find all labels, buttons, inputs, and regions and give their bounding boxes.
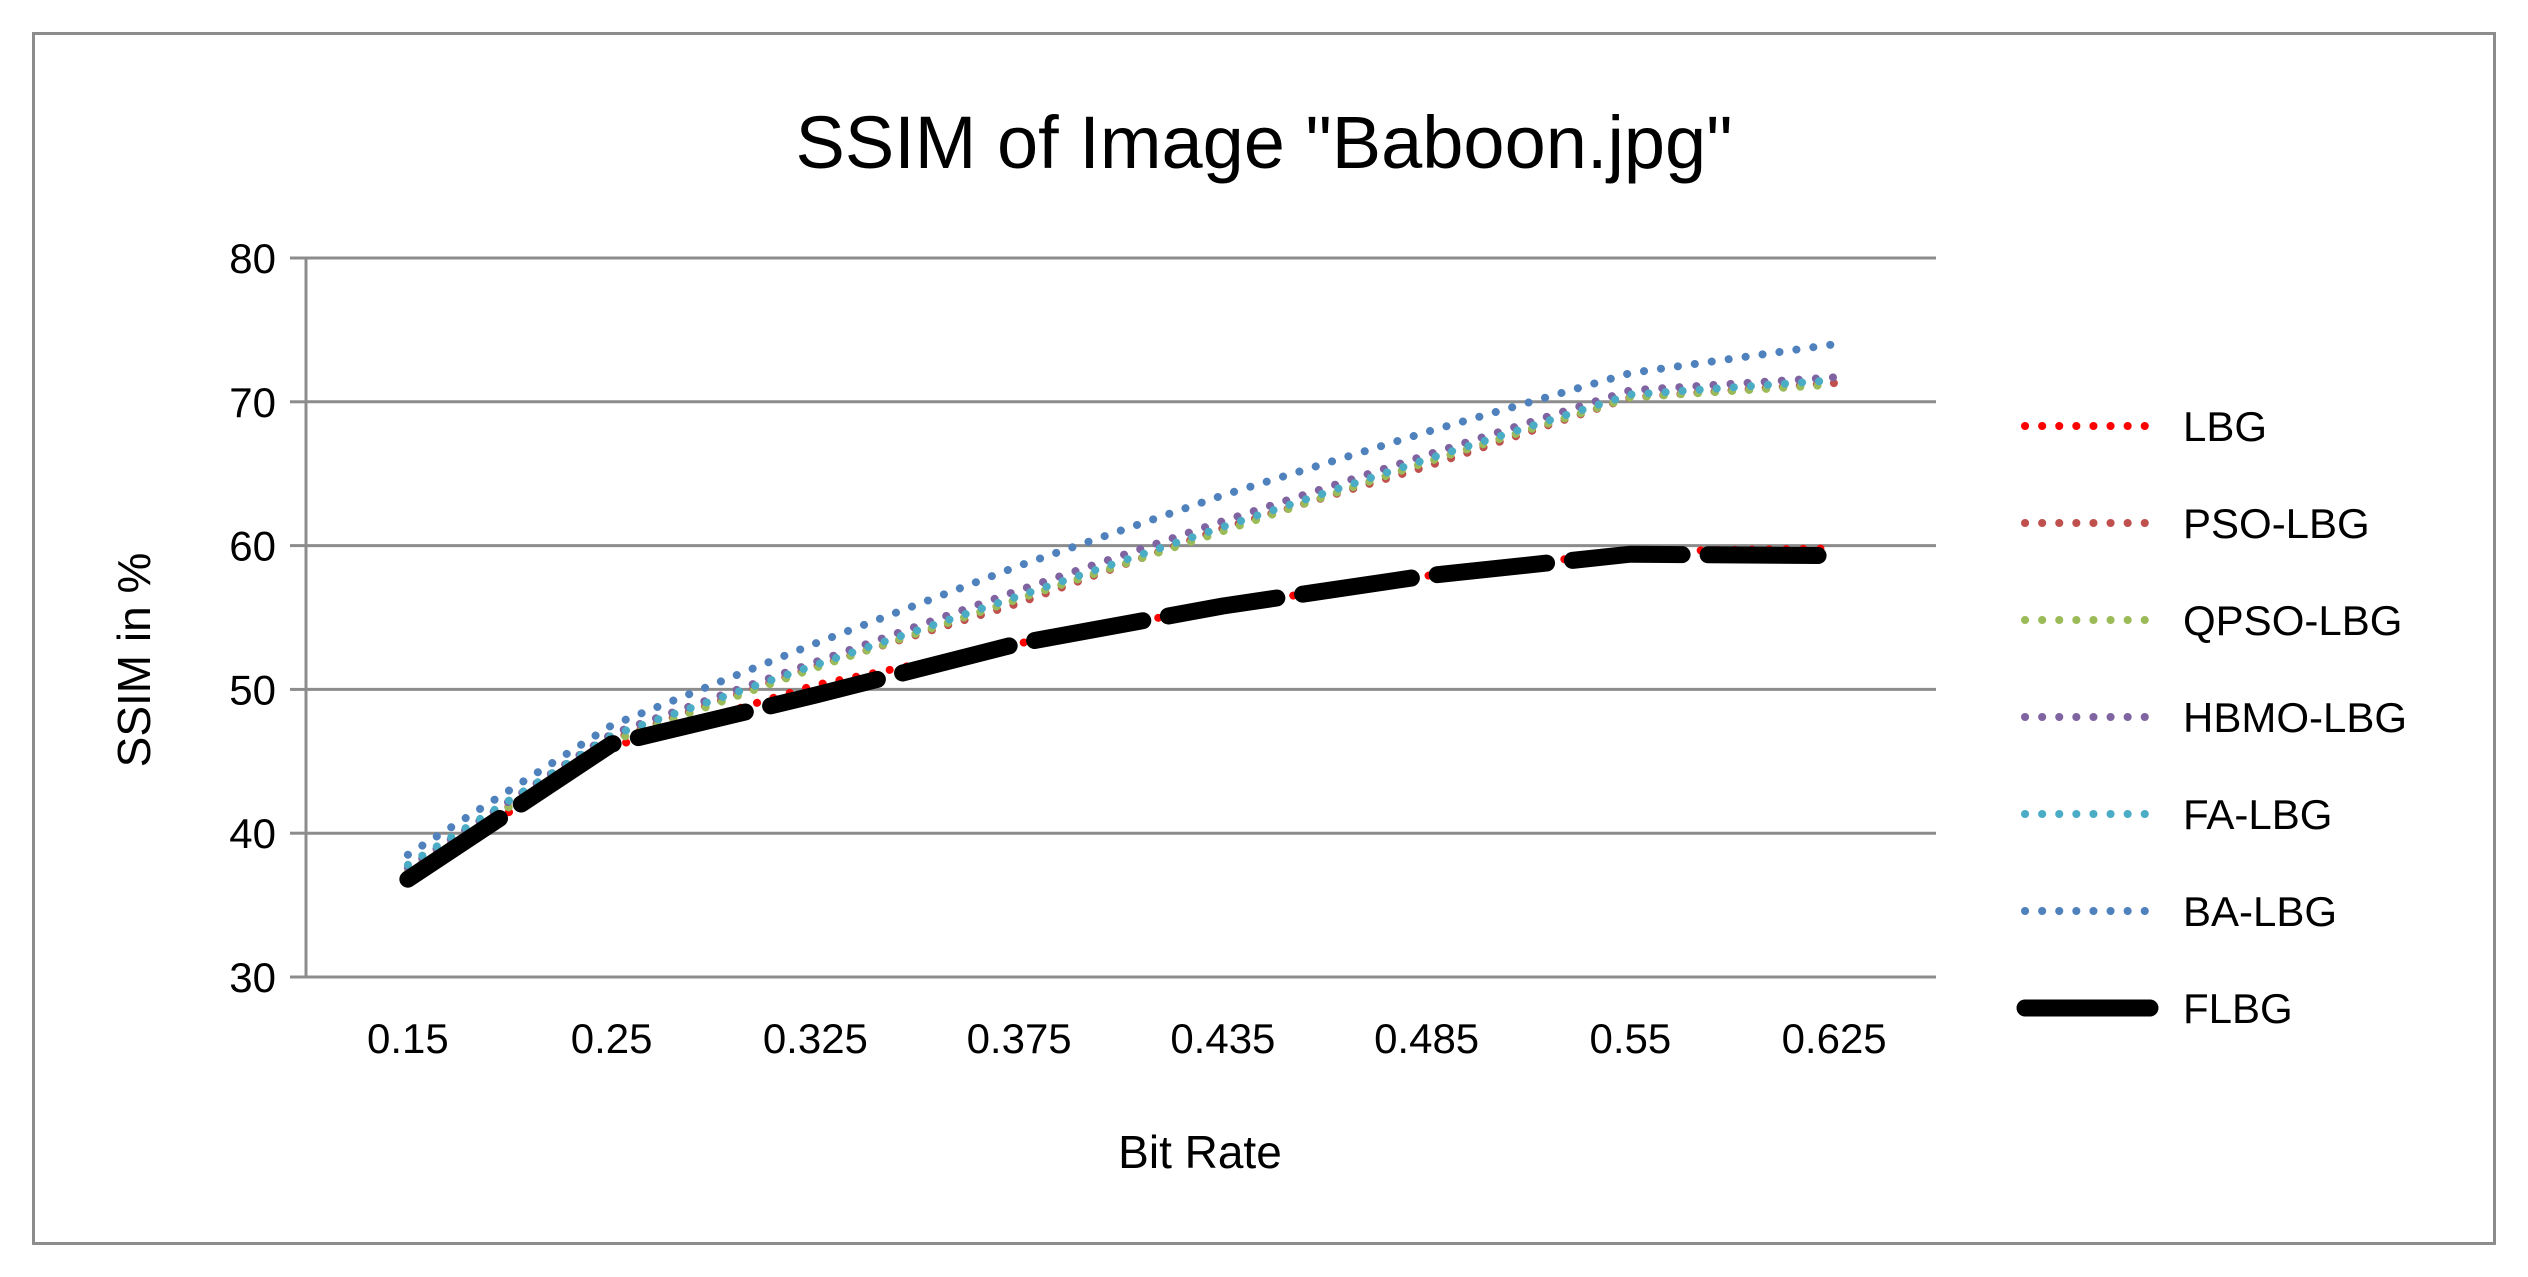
x-tick-label: 0.625: [1782, 1015, 1887, 1062]
series-line-fa-lbg: [403, 376, 1839, 869]
legend-label: QPSO-LBG: [2183, 597, 2402, 644]
y-tick-label: 50: [229, 666, 276, 713]
series-line-ba-lbg: [403, 340, 1839, 859]
legend-label: BA-LBG: [2183, 888, 2337, 935]
legend-item-hbmo-lbg: HBMO-LBG: [2021, 694, 2407, 741]
x-axis-label: Bit Rate: [1118, 1126, 1282, 1178]
y-tick-label: 60: [229, 523, 276, 570]
legend-item-flbg: FLBG: [2016, 985, 2293, 1032]
legend-item-ba-lbg: BA-LBG: [2021, 888, 2337, 935]
chart-title: SSIM of Image "Baboon.jpg": [796, 101, 1733, 184]
y-tick-label: 40: [229, 810, 276, 857]
series-lines: [399, 340, 1843, 888]
chart-frame: [32, 32, 2496, 1245]
x-tick-label: 0.15: [367, 1015, 449, 1062]
legend-label: FLBG: [2183, 985, 2293, 1032]
series-line-flbg: [399, 545, 1843, 888]
y-tick-label: 80: [229, 235, 276, 282]
legend-item-fa-lbg: FA-LBG: [2021, 791, 2332, 838]
legend-label: HBMO-LBG: [2183, 694, 2407, 741]
legend-item-lbg: LBG: [2021, 403, 2267, 450]
grid-lines: [306, 256, 1936, 835]
series-line-hbmo-lbg: [403, 373, 1839, 872]
legend-item-pso-lbg: PSO-LBG: [2021, 500, 2370, 547]
legend-item-qpso-lbg: QPSO-LBG: [2021, 597, 2402, 644]
x-tick-label: 0.25: [571, 1015, 653, 1062]
x-tick-label: 0.55: [1590, 1015, 1672, 1062]
x-tick-label: 0.375: [967, 1015, 1072, 1062]
y-axis-label: SSIM in %: [108, 553, 160, 768]
legend-label: FA-LBG: [2183, 791, 2332, 838]
series-line-lbg: [403, 544, 1839, 881]
x-tick-label: 0.485: [1374, 1015, 1479, 1062]
x-tick-label: 0.325: [763, 1015, 868, 1062]
series-line-qpso-lbg: [403, 380, 1839, 877]
legend-label: PSO-LBG: [2183, 500, 2370, 547]
y-tick-label: 70: [229, 379, 276, 426]
axes: 30 40 50 60 70 80 0.15 0.25 0.325 0.375 0.435 0.485…: [229, 235, 1936, 1062]
x-tick-label: 0.435: [1170, 1015, 1275, 1062]
legend-label: LBG: [2183, 403, 2267, 450]
legend: LBG PSO-LBG QPSO-LBG HBMO-LBG FA-LBG BA-LBG FL…: [2016, 403, 2407, 1032]
y-tick-label: 30: [229, 954, 276, 1001]
